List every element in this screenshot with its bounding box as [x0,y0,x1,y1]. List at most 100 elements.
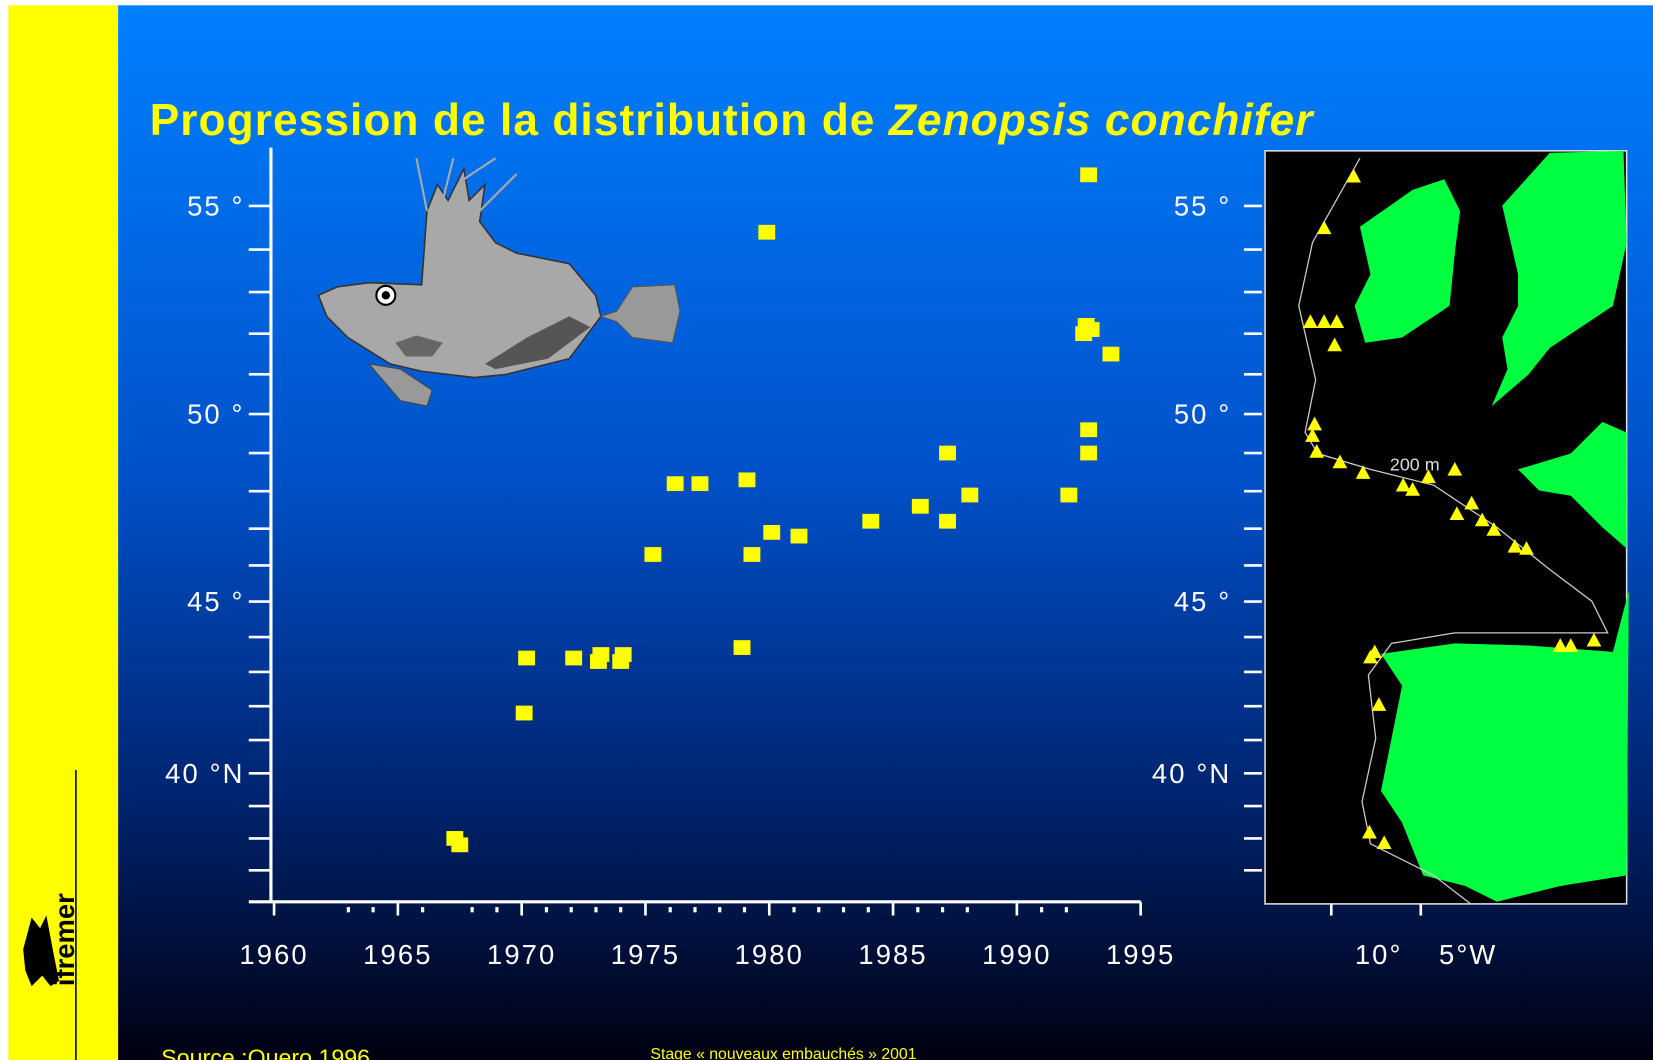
x-tick-label: 1985 [858,939,927,970]
map-sighting [1309,444,1325,458]
fish-tail [599,284,681,344]
map-sighting [1355,465,1371,479]
data-point [691,476,709,492]
x-minor-tick [817,907,821,913]
logo: ifremer [23,769,80,1060]
data-point [1080,167,1098,183]
isobath [1298,157,1609,905]
data-point [738,472,756,488]
data-point [515,705,533,721]
x-tick-label: 1960 [239,939,308,970]
map-sighting [1474,512,1490,527]
footer-event: Stage « nouveaux embauchés » 2001 [650,1046,916,1060]
map-sighting [1563,638,1579,652]
map-y-tick-label: 40 °N [1152,758,1231,789]
logo-text: ifremer [49,893,80,986]
data-point [763,525,781,540]
x-minor-tick [619,907,623,913]
data-point [1080,422,1098,438]
map-sighting [1316,314,1332,329]
x-minor-tick [371,907,375,913]
x-minor-tick [742,907,747,913]
x-tick-label: 1980 [735,939,804,970]
fish-patch [395,335,443,357]
data-point [790,528,808,544]
x-minor-tick [916,907,920,913]
fish-shadow [484,316,591,370]
map-y-tick-label: 45 ° [1174,586,1231,617]
data-point [1102,346,1120,362]
axes: 55 ° 50 ° 45 ° 40 °N 1960 1965 1970 1975 1980 198… [165,147,1173,970]
map-sighting [1346,168,1361,183]
map-sighting [1329,314,1345,329]
map-sighting [1405,482,1421,496]
data-point [961,487,979,503]
land-france [1518,421,1627,549]
x-minor-tick [346,907,350,913]
x-minor-tick [693,907,697,913]
map-sighting [1316,220,1332,235]
data-point [862,513,880,529]
map-sighting [1447,461,1463,476]
x-minor-tick [495,907,499,913]
data-point [612,654,630,669]
x-minor-tick [1040,907,1044,913]
map-sighting [1464,495,1480,510]
data-point [518,650,536,666]
x-minor-tick [841,907,846,913]
map-sighting [1367,644,1383,659]
map-sighting [1552,638,1568,652]
y-tick-label: 45 ° [187,586,244,617]
title-text: Progression de la distribution de [150,96,889,145]
data-point [758,224,776,240]
x-minor-tick [718,907,722,913]
map-sighting [1332,454,1348,469]
map-y-tick-label: 50 ° [1174,399,1231,430]
fish-illustration [317,157,681,407]
data-point [565,650,583,666]
x-minor-tick [569,907,573,913]
map-sighting [1376,835,1392,850]
x-minor-tick [668,907,672,913]
map-sighting [1327,337,1343,352]
y-tick-label: 40 °N [165,758,244,789]
x-minor-tick [866,907,870,913]
x-minor-tick [470,907,474,913]
land-britain [1491,150,1627,407]
map-sighting [1305,428,1320,442]
data-point [1060,487,1078,503]
data-point [743,547,761,562]
side-bar [8,5,119,1060]
map-y-tick-label: 55 ° [1174,190,1231,221]
inset-map: 200 m 55 ° 50 ° 45 ° 40 °N 10° 5°W [1152,150,1629,970]
data-point [1080,445,1098,461]
map-sighting [1421,469,1436,484]
map-sighting [1486,522,1502,536]
map-sighting [1519,541,1534,555]
data-point [939,445,956,461]
x-minor-tick [594,907,598,913]
map-sighting [1371,697,1387,711]
x-tick-label: 1965 [363,939,432,970]
x-minor-tick [965,907,969,913]
title-species: Zenopsis conchifer [887,96,1315,145]
x-minor-tick [1064,907,1068,913]
x-minor-tick [544,907,549,913]
footer-source: Source :Quero 1996 [161,1044,370,1060]
map-sighting [1449,506,1465,520]
data-point [733,640,751,655]
chart-title: Progression de la distribution de Zenops… [150,96,1316,145]
x-tick-label: 1970 [487,939,556,970]
map-x-tick-label: 5°W [1439,939,1497,970]
land-iberia [1381,590,1629,902]
data-point [911,498,929,514]
map-sighting [1586,632,1602,647]
data-point [939,513,956,529]
land-ireland [1354,179,1461,343]
fish-spines [415,157,518,212]
x-minor-tick [940,907,945,913]
fish-fin [367,363,433,407]
x-tick-label: 1990 [982,939,1051,970]
